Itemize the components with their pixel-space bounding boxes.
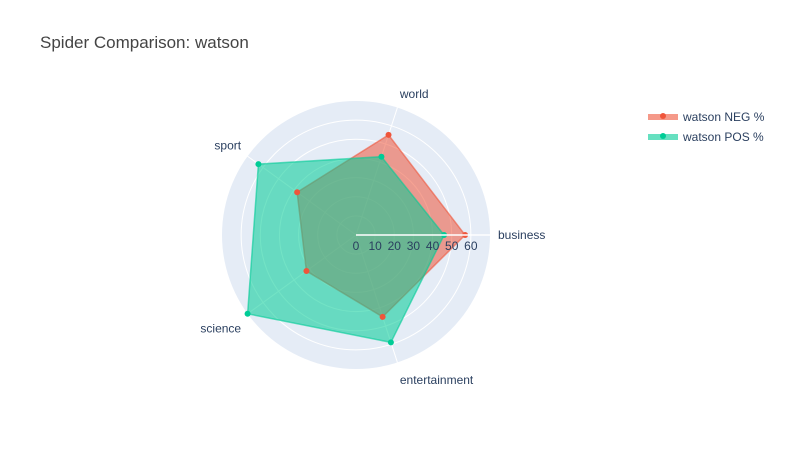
legend-swatch-pos	[648, 133, 678, 141]
data-point-neg-world[interactable]	[385, 131, 392, 138]
legend-swatch-neg	[648, 113, 678, 121]
radial-tick-label: 10	[368, 239, 382, 253]
radial-tick-label: 50	[445, 239, 459, 253]
legend-label-pos: watson POS %	[683, 130, 764, 144]
radial-tick-label: 20	[388, 239, 402, 253]
series-area-pos[interactable]	[246, 155, 445, 344]
chart-title: Spider Comparison: watson	[40, 33, 249, 52]
radial-tick-label: 60	[464, 239, 478, 253]
data-point-pos-world[interactable]	[378, 153, 385, 160]
legend-item-neg[interactable]: watson NEG %	[648, 107, 764, 127]
category-label-entertainment: entertainment	[400, 373, 474, 387]
data-point-neg-science[interactable]	[303, 268, 310, 275]
radial-axis: 0 10 20 30 40 50 60	[353, 234, 490, 253]
category-label-sport: sport	[214, 139, 241, 153]
angular-axis-labels: business entertainment science sport world	[200, 87, 545, 387]
category-label-world: world	[399, 87, 429, 101]
data-point-pos-sport[interactable]	[255, 161, 262, 168]
legend: watson NEG % watson POS %	[648, 107, 764, 147]
radial-tick-label: 0	[353, 239, 360, 253]
legend-item-pos[interactable]: watson POS %	[648, 127, 764, 147]
legend-label-neg: watson NEG %	[683, 110, 765, 124]
data-point-neg-entertainment[interactable]	[379, 313, 386, 320]
data-point-pos-entertainment[interactable]	[387, 339, 394, 346]
radial-tick-label: 40	[426, 239, 440, 253]
category-label-science: science	[200, 321, 241, 335]
radial-tick-label: 30	[407, 239, 421, 253]
radar-traces[interactable]	[244, 131, 469, 346]
category-label-business: business	[498, 228, 545, 242]
data-point-pos-science[interactable]	[244, 310, 251, 317]
data-point-neg-sport[interactable]	[294, 189, 301, 196]
